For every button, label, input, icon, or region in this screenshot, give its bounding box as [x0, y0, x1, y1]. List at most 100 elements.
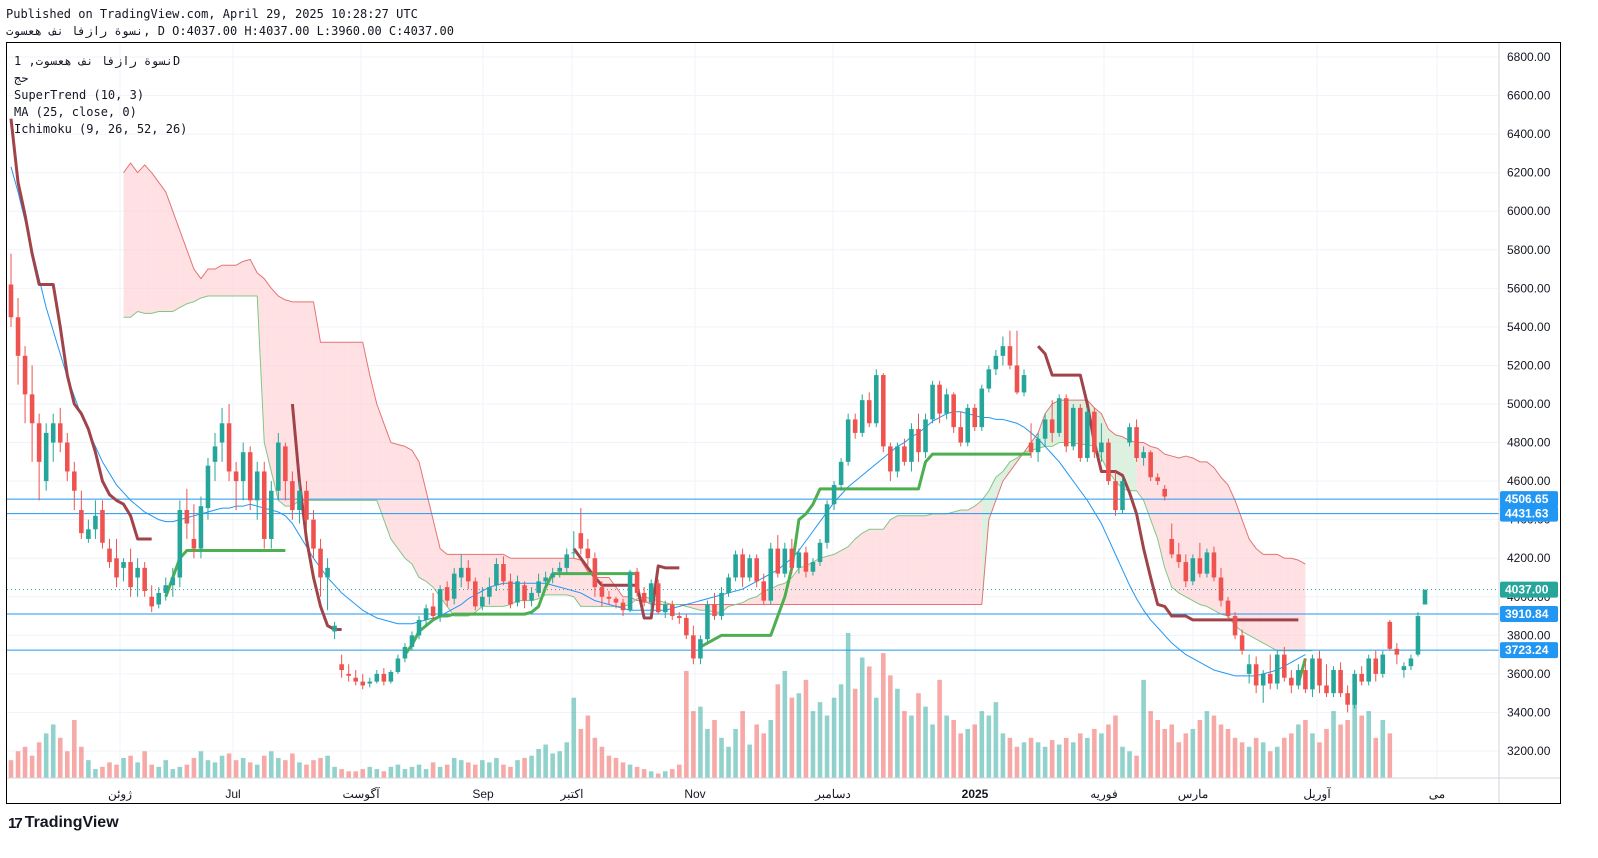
y-tick-label: 6400.00 — [1507, 127, 1551, 141]
candle-body — [684, 617, 689, 636]
candle-body — [866, 400, 872, 424]
candle-body — [142, 567, 147, 591]
candle-body — [1239, 635, 1245, 651]
candle-body — [873, 375, 879, 424]
ichimoku-cloud-segment — [369, 375, 377, 501]
candle-body — [128, 562, 133, 588]
volume-bar — [473, 764, 478, 778]
candle-body — [881, 375, 886, 447]
candle-body — [64, 442, 70, 472]
ichimoku-cloud-segment — [207, 269, 216, 297]
tradingview-brand[interactable]: 17 TradingView — [8, 814, 119, 832]
volume-bar — [1345, 720, 1350, 778]
candle-body — [986, 369, 992, 389]
volume-bar — [1021, 742, 1027, 778]
y-tick-label: 3600.00 — [1507, 667, 1551, 681]
volume-bar — [803, 679, 809, 778]
ichimoku-cloud-segment — [791, 567, 799, 605]
volume-bar — [1078, 733, 1083, 778]
candle-body — [852, 419, 858, 433]
y-tick-label: 3800.00 — [1507, 628, 1551, 642]
candle-body — [437, 589, 443, 617]
ichimoku-cloud-segment — [1242, 519, 1250, 636]
volume-bar — [979, 711, 985, 778]
candle-body — [261, 471, 267, 539]
volume-bar — [1134, 755, 1139, 778]
candle-body — [1338, 670, 1343, 694]
candle-body — [937, 384, 942, 414]
candle-body — [93, 515, 98, 530]
volume-bar — [888, 675, 893, 778]
candle-body — [1190, 558, 1196, 582]
volume-bar — [951, 720, 956, 778]
volume-bar — [261, 755, 267, 778]
volume-bar — [515, 760, 520, 778]
volume-bar — [1317, 742, 1322, 778]
ichimoku-cloud-segment — [426, 490, 434, 588]
candle-body — [1176, 554, 1182, 563]
volume-bar — [1141, 679, 1146, 778]
volume-bar — [944, 715, 949, 778]
x-tick-label: Jul — [225, 787, 240, 801]
candle-body — [599, 587, 605, 597]
ichimoku-cloud-segment — [165, 191, 173, 312]
volume-bar — [318, 757, 323, 778]
x-tick-label: مارس — [1178, 787, 1209, 801]
candle-body — [1394, 648, 1400, 655]
chart-frame[interactable]: 6800.00 6600.00 6400.00 6200.00 6000.00 5800.… — [6, 42, 1561, 804]
volume-bar — [930, 724, 935, 778]
candle-body — [726, 577, 731, 593]
candle-body — [1317, 658, 1322, 686]
volume-bar — [283, 760, 288, 778]
volume-bar — [395, 764, 401, 778]
volume-bar — [761, 733, 767, 778]
candle-body — [902, 446, 907, 462]
candle-body — [22, 355, 28, 395]
ichimoku-cloud-segment — [805, 562, 813, 605]
candle-body — [72, 471, 77, 491]
volume-bar — [852, 688, 858, 778]
price-label-bg — [1500, 505, 1558, 522]
ichimoku-cloud-segment — [995, 471, 1003, 501]
ichimoku-cloud-segment — [320, 342, 328, 501]
volume-bar — [170, 769, 176, 778]
candle-body — [388, 671, 394, 682]
candle-body — [1028, 442, 1034, 453]
ichimoku-cloud-segment — [1157, 448, 1165, 568]
volume-bar — [72, 720, 77, 778]
volume-bar — [655, 773, 661, 778]
candle-body — [191, 538, 197, 549]
ichimoku-cloud-segment — [193, 269, 201, 302]
volume-bar — [1352, 697, 1357, 778]
price-chart[interactable]: 6800.00 6600.00 6400.00 6200.00 6000.00 5800.… — [7, 43, 1560, 803]
y-tick-label: 5200.00 — [1507, 358, 1551, 372]
publish-info: Published on TradingView.com, April 29, … — [6, 7, 418, 21]
candle-body — [50, 423, 56, 443]
volume-bar — [212, 762, 218, 778]
volume-bar — [719, 737, 724, 778]
volume-bar — [311, 760, 316, 778]
candle-body — [761, 581, 767, 601]
candle-body — [402, 646, 408, 659]
volume-bar — [205, 760, 211, 778]
candle-body — [1078, 407, 1083, 458]
volume-bar — [873, 697, 879, 778]
ichimoku-cloud-segment — [313, 301, 321, 501]
volume-bar — [247, 762, 253, 778]
volume-bar — [1260, 742, 1266, 778]
candle-body — [311, 519, 316, 549]
candle-body — [339, 664, 344, 671]
candle-body — [508, 581, 513, 605]
ichimoku-cloud-segment — [925, 513, 933, 605]
candle-body — [1253, 664, 1259, 686]
candle-body — [219, 423, 225, 443]
volume-bar — [1120, 746, 1125, 778]
ichimoku-cloud-segment — [404, 446, 412, 565]
ichimoku-cloud-segment — [897, 515, 905, 605]
volume-bar — [121, 757, 126, 778]
ichimoku-cloud-segment — [798, 565, 806, 605]
volume-bar — [93, 769, 98, 778]
candle-body — [740, 554, 745, 578]
volume-bar — [585, 715, 591, 778]
ichimoku-cloud-segment — [186, 249, 194, 304]
